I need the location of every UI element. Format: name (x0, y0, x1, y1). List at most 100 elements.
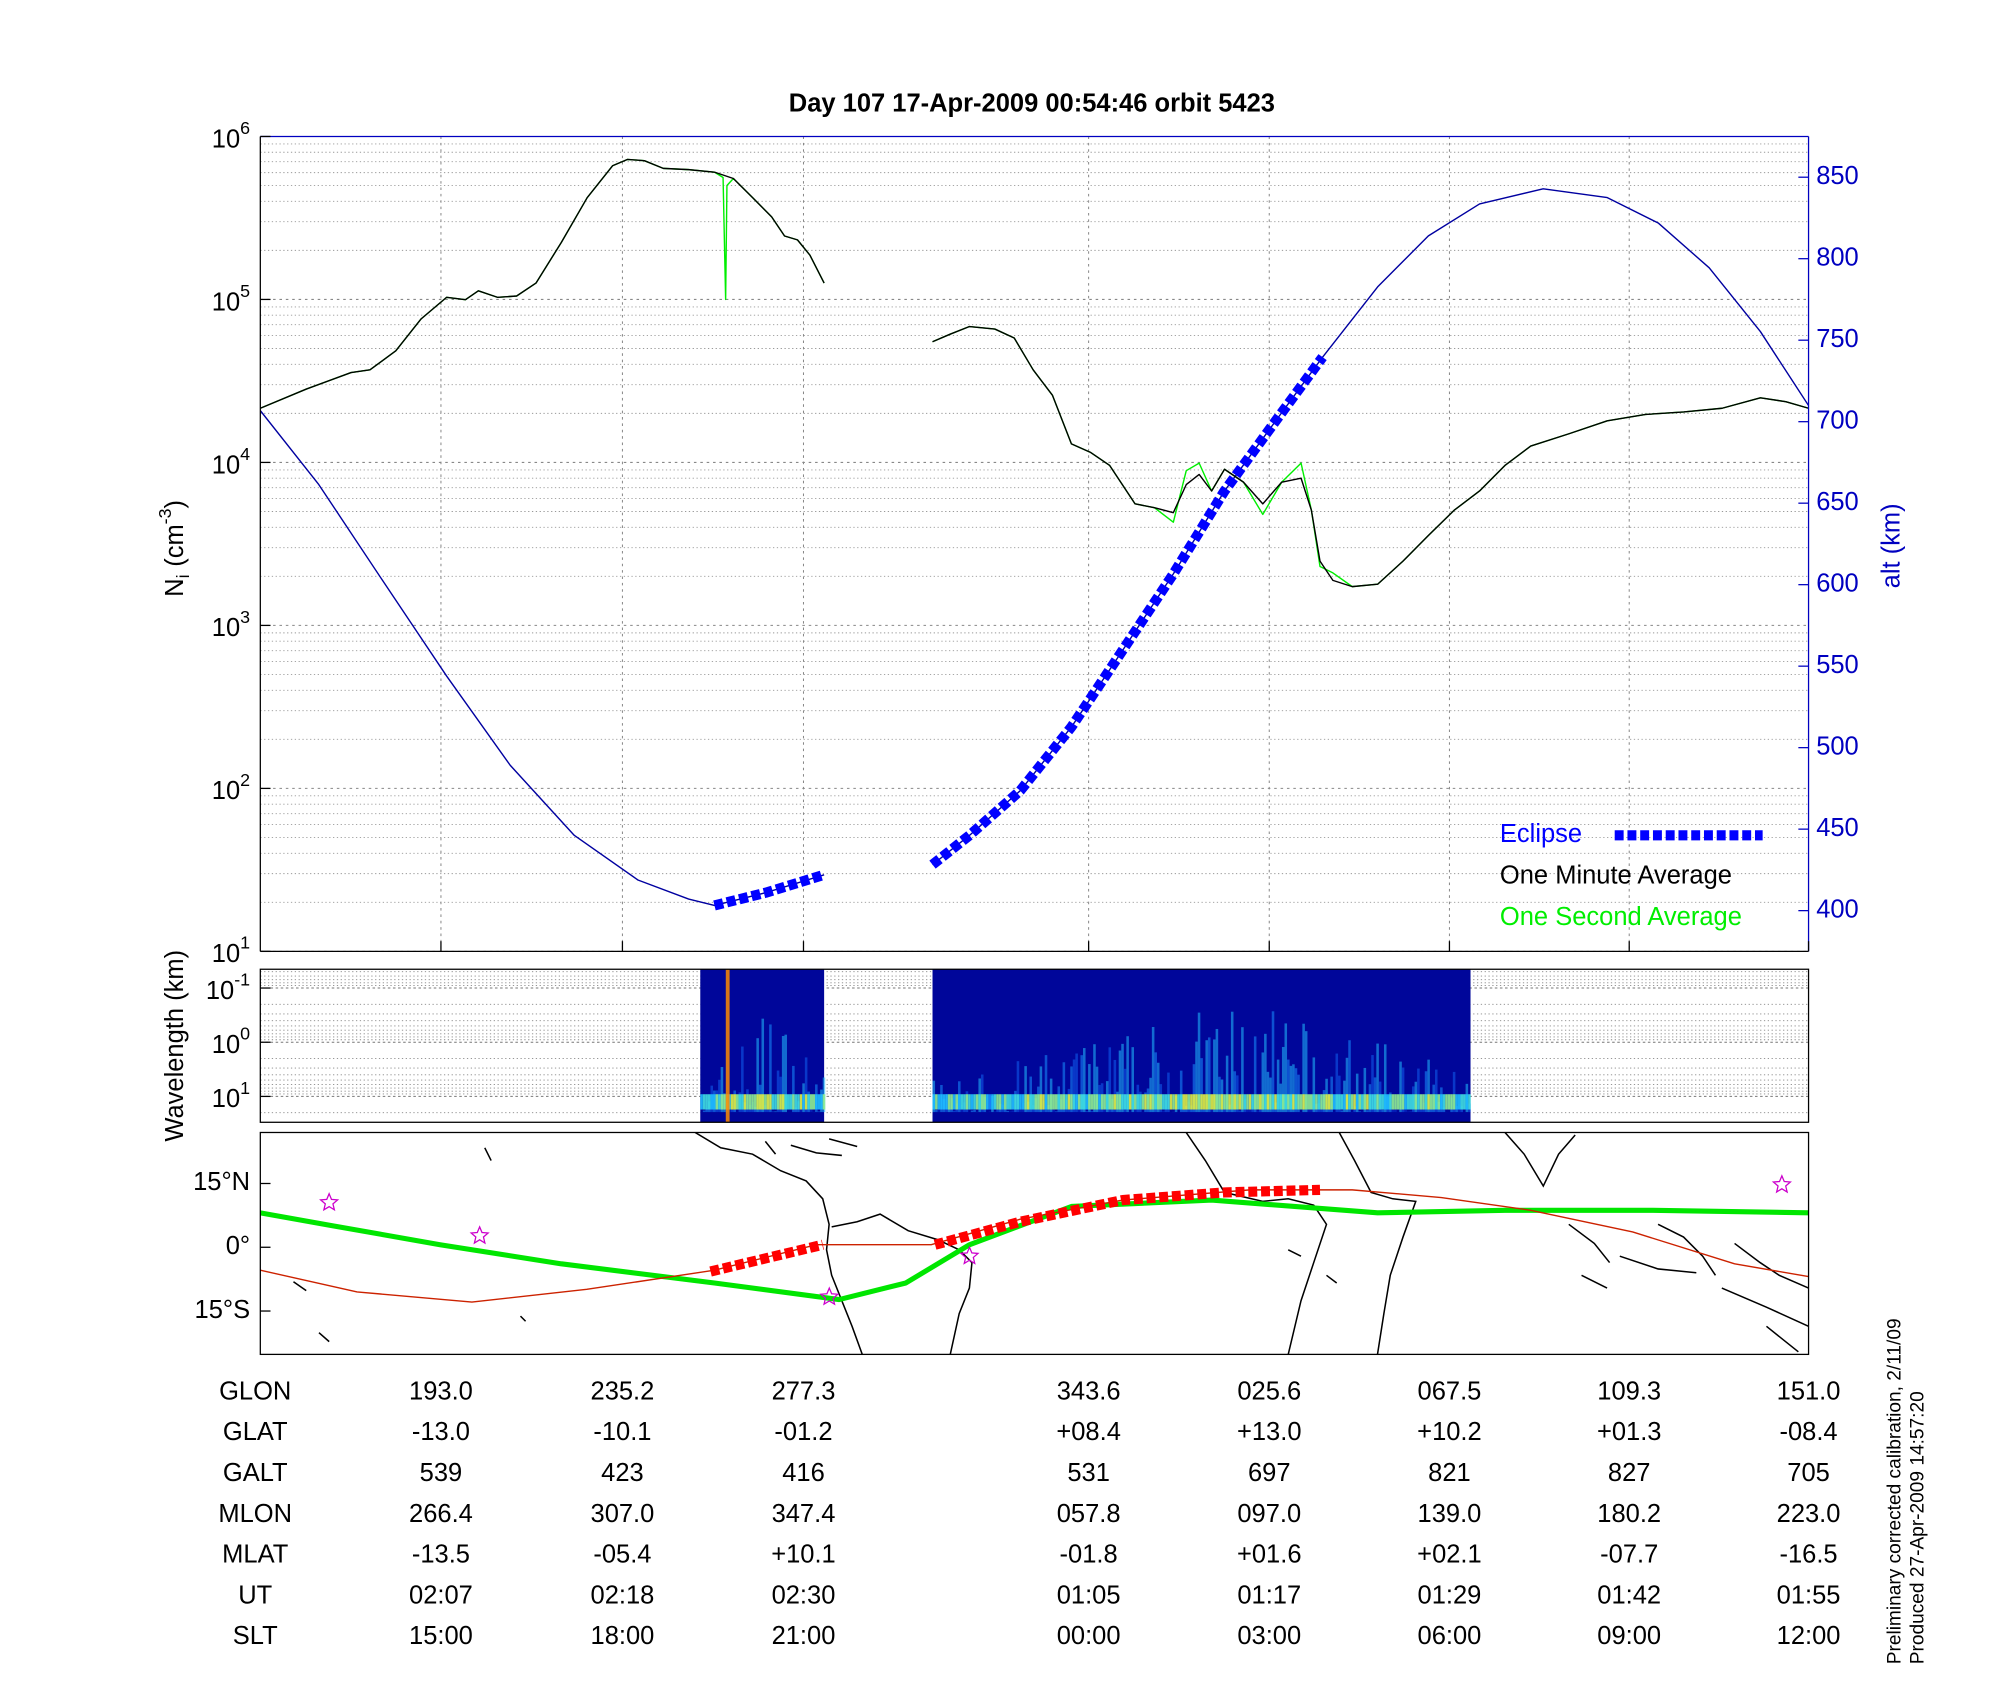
spectrogram-texture (1233, 1094, 1237, 1110)
tick-exponent: 1 (240, 932, 250, 952)
spectrogram-texture (1016, 1094, 1020, 1110)
spectrogram-texture (1442, 1107, 1446, 1113)
spectrogram-texture (702, 1110, 706, 1113)
table-cell: 139.0 (1418, 1500, 1482, 1528)
spectrogram-texture (1246, 1109, 1249, 1113)
spectrogram-texture (1095, 1094, 1099, 1110)
spectrogram-texture (975, 1094, 979, 1110)
spectrogram-texture (1105, 1094, 1109, 1110)
spectrogram-texture (1088, 1094, 1091, 1110)
spectrogram-texture (955, 1094, 959, 1110)
spectrogram-texture (1123, 1068, 1127, 1113)
spectrogram-texture (1108, 1047, 1112, 1113)
spectrogram-texture (815, 1094, 818, 1110)
spectrogram-texture (1090, 1094, 1094, 1110)
spectrogram-texture (965, 1094, 969, 1110)
spectrogram-texture (1116, 1094, 1119, 1110)
spectrogram-texture (1003, 1094, 1007, 1110)
table-cell: 827 (1608, 1459, 1651, 1487)
y-axis-label: Ni (cm-3) (155, 500, 193, 597)
spectrogram-texture (1136, 1094, 1140, 1110)
spectrogram-texture (1404, 1094, 1407, 1110)
spectrogram-texture (1281, 1046, 1285, 1113)
spectrogram-texture (1409, 1094, 1413, 1110)
spectrogram-texture (1363, 1067, 1367, 1113)
y2-tick-label: 750 (1816, 325, 1859, 353)
spectrogram-texture (784, 1034, 787, 1113)
spectrogram-texture (1207, 1037, 1211, 1113)
spectrogram-texture (1312, 1094, 1316, 1110)
tick-base: 10 (212, 1031, 240, 1059)
spectrogram-texture (1450, 1094, 1453, 1110)
spectrogram-texture (1348, 1040, 1351, 1113)
spectrogram-texture (973, 1094, 976, 1110)
spectrogram-texture (1289, 1065, 1293, 1113)
spectrogram-texture (1139, 1094, 1142, 1110)
spectrogram-texture (1251, 1094, 1254, 1110)
spectrogram-texture (1131, 1047, 1135, 1113)
table-cell: +10.2 (1417, 1418, 1482, 1446)
spectrogram-texture (1261, 1094, 1265, 1110)
spectrogram-texture (804, 1094, 808, 1110)
spectrogram-texture (1070, 1066, 1073, 1113)
spectrogram-texture (1465, 1094, 1469, 1110)
spectrogram-texture (1149, 1094, 1152, 1110)
spectrogram-texture (1414, 1094, 1418, 1110)
spectrogram-texture (1258, 1107, 1262, 1113)
spectrogram-texture (1210, 1094, 1214, 1110)
table-cell: 539 (420, 1459, 463, 1487)
y2-tick-label: 850 (1816, 162, 1859, 190)
coastlines (293, 1132, 1809, 1355)
y2-tick-label: 700 (1816, 406, 1859, 434)
spectrogram-texture (1409, 1111, 1413, 1113)
spectrogram-texture (1440, 1094, 1443, 1110)
spectrogram-texture (1468, 1094, 1471, 1110)
spectrogram-texture (1322, 1094, 1326, 1110)
spectrogram-texture (1361, 1094, 1364, 1110)
y-label-sub: i (173, 574, 193, 578)
spectrogram-texture (1037, 1094, 1040, 1110)
table-cell: 00:00 (1057, 1622, 1121, 1650)
spectrogram-texture (1412, 1094, 1415, 1110)
table-cell: 097.0 (1237, 1500, 1301, 1528)
spectrogram-texture (1082, 1048, 1086, 1113)
spectrogram-texture (947, 1094, 951, 1110)
chart-title: Day 107 17-Apr-2009 00:54:46 orbit 5423 (789, 89, 1275, 117)
table-cell: 02:07 (409, 1581, 473, 1609)
tick-base: 10 (212, 614, 240, 642)
spectrogram-texture (1338, 1094, 1341, 1110)
spectrogram-texture (935, 1109, 938, 1113)
spectrogram-texture (1067, 1094, 1071, 1110)
spectrogram-texture (761, 1094, 765, 1110)
x-tick-label: 235.2 (591, 1377, 655, 1405)
spectrogram-texture (963, 1094, 966, 1110)
spectrogram-texture (932, 1094, 936, 1110)
spectrogram-texture (1383, 1094, 1387, 1110)
spectrogram-texture (1381, 1094, 1384, 1110)
spectrogram-texture (753, 1094, 757, 1110)
table-cell: 01:55 (1777, 1581, 1841, 1609)
spectrogram-texture (1256, 1094, 1259, 1110)
spectrogram-texture (1024, 1066, 1027, 1113)
spectrogram-texture (1366, 1110, 1369, 1113)
spectrogram-texture (1230, 1094, 1234, 1110)
table-row-label: MLAT (222, 1541, 288, 1569)
y-tick-label: 101 (212, 932, 250, 967)
footnote: Preliminary corrected calibration, 2/11/… (1884, 1318, 1905, 1664)
tick-exponent: 6 (240, 118, 250, 138)
spectrogram-texture (1072, 1094, 1076, 1110)
table-cell: 12:00 (1777, 1622, 1841, 1650)
spectrogram-texture (1187, 1094, 1191, 1110)
spectrogram-texture (794, 1094, 798, 1110)
y-tick-label: 105 (212, 281, 250, 316)
spectrogram-texture (725, 969, 730, 1123)
track-line (709, 1184, 1321, 1277)
spectrogram-texture (1134, 1094, 1137, 1110)
spectrogram-texture (710, 1094, 714, 1110)
spectrogram-texture (1386, 1094, 1390, 1110)
spectrogram-texture (1396, 1094, 1400, 1110)
spectrogram-texture (1021, 1094, 1025, 1110)
spectrogram-texture (1399, 1094, 1402, 1110)
spectrogram-texture (1001, 1094, 1004, 1110)
table-cell: 01:05 (1057, 1581, 1121, 1609)
